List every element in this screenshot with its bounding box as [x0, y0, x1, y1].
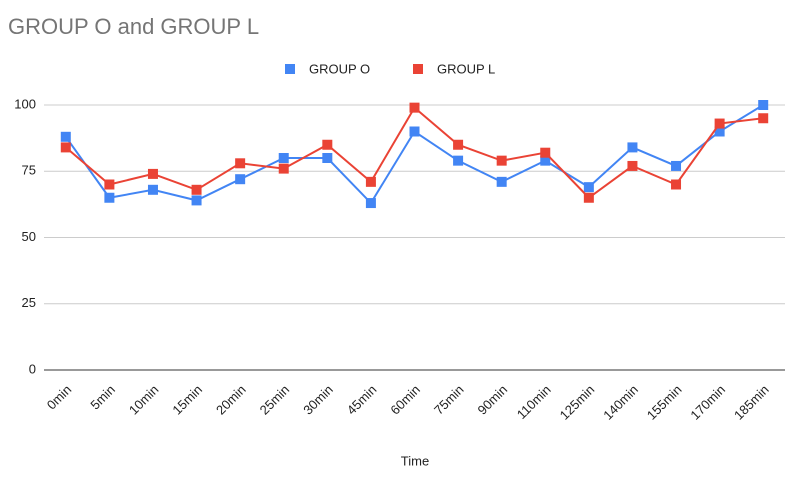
- point-marker: [496, 176, 507, 187]
- point-marker: [147, 168, 158, 179]
- point-marker: [671, 160, 682, 171]
- x-axis-label: Time: [401, 453, 429, 468]
- chart-title: GROUP O and GROUP L: [8, 14, 259, 39]
- point-marker: [540, 155, 551, 166]
- point-marker: [409, 126, 420, 137]
- legend-swatch: [285, 64, 295, 74]
- point-marker: [365, 198, 376, 209]
- point-marker: [278, 163, 289, 174]
- point-marker: [453, 139, 464, 150]
- legend-label: GROUP O: [309, 61, 370, 76]
- point-marker: [147, 184, 158, 195]
- y-tick-label: 0: [29, 361, 36, 376]
- point-marker: [322, 139, 333, 150]
- point-marker: [60, 142, 71, 153]
- point-marker: [191, 195, 202, 206]
- point-marker: [583, 182, 594, 193]
- y-tick-label: 25: [22, 295, 36, 310]
- point-marker: [627, 142, 638, 153]
- point-marker: [322, 153, 333, 163]
- y-tick-label: 75: [22, 163, 36, 178]
- point-marker: [278, 153, 289, 163]
- point-marker: [714, 118, 725, 129]
- point-marker: [235, 174, 246, 185]
- point-marker: [758, 113, 769, 124]
- point-marker: [409, 102, 420, 113]
- point-marker: [671, 179, 682, 190]
- point-marker: [104, 192, 115, 203]
- point-marker: [104, 179, 115, 190]
- point-marker: [714, 126, 725, 137]
- point-marker: [235, 158, 246, 169]
- legend-swatch: [413, 64, 423, 74]
- point-marker: [365, 176, 376, 187]
- point-marker: [496, 155, 507, 166]
- point-marker: [540, 147, 551, 158]
- point-marker: [758, 100, 769, 110]
- point-marker: [453, 155, 464, 166]
- point-marker: [627, 160, 638, 171]
- y-tick-label: 50: [22, 229, 36, 244]
- point-marker: [583, 192, 594, 203]
- point-marker: [60, 131, 71, 142]
- point-marker: [191, 184, 202, 195]
- legend-label: GROUP L: [437, 61, 495, 76]
- y-tick-label: 100: [14, 96, 36, 111]
